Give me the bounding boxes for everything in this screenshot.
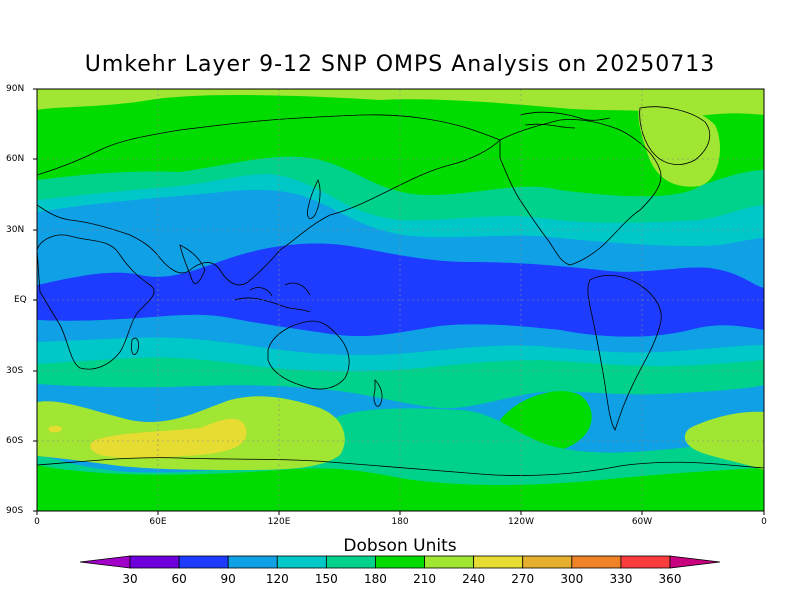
north-america-coast — [499, 119, 662, 266]
map-title: Umkehr Layer 9-12 SNP OMPS Analysis on 2… — [84, 52, 716, 77]
lat-label-90s: 90S — [6, 506, 24, 516]
colorbar-arrow-low — [79, 555, 131, 569]
australia-coast — [267, 320, 350, 390]
lon-label-0-west: 0 — [34, 517, 40, 527]
colorbar-tick-label: 240 — [462, 572, 486, 586]
colorbar — [79, 555, 721, 569]
band-equator-90 — [37, 243, 764, 337]
band-south-240-spot — [48, 425, 62, 433]
colorbar-swatch — [375, 555, 425, 569]
colorbar-swatch — [522, 555, 573, 569]
colorbar-tick-label: 150 — [314, 572, 338, 586]
madagascar-coast — [131, 337, 139, 355]
antarctica-coast — [37, 457, 764, 476]
tick-marks — [33, 88, 765, 515]
lat-label-60s: 60S — [6, 436, 24, 446]
lon-label-120w: 120W — [507, 517, 535, 527]
colorbar-tick-label: 90 — [220, 572, 236, 586]
colorbar-swatch — [620, 555, 671, 569]
colorbar-tick-label: 330 — [609, 572, 633, 586]
south-america-coast — [587, 275, 662, 431]
colorbar-swatch — [424, 555, 475, 569]
colorbar-swatch — [178, 555, 229, 569]
colorbar-swatch — [325, 555, 376, 569]
colorbar-tick-label: 120 — [265, 572, 289, 586]
eurasia-coast — [37, 114, 501, 286]
band-south-210-east — [684, 411, 764, 470]
newzealand-coast — [373, 379, 383, 407]
lat-label-eq: EQ — [14, 295, 27, 305]
colorbar-tick-label: 270 — [511, 572, 535, 586]
lat-label-30n: 30N — [6, 225, 25, 235]
coastlines — [37, 106, 764, 476]
lat-label-90n: 90N — [6, 84, 25, 94]
colorbar-title: Dobson Units — [343, 536, 457, 556]
lon-label-60e: 60E — [149, 517, 167, 527]
colorbar-swatch — [571, 555, 622, 569]
colorbar-swatch — [276, 555, 327, 569]
band-south-240 — [90, 418, 247, 459]
band-north-polar — [37, 89, 764, 116]
arctic-islands-coast — [519, 111, 611, 129]
colorbar-tick-label: 180 — [364, 572, 387, 586]
band-south-180 — [37, 357, 764, 409]
japan-coast — [307, 179, 321, 219]
colorbar-swatch — [473, 555, 524, 569]
band-south-120 — [37, 314, 764, 355]
lon-label-0-east: 0 — [761, 517, 767, 527]
africa-coast — [37, 234, 155, 370]
indonesia-coast — [234, 282, 311, 313]
ozone-field — [37, 89, 764, 511]
gridlines — [37, 89, 764, 511]
lon-label-120e: 120E — [267, 517, 291, 527]
colorbar-tick-label: 30 — [122, 572, 138, 586]
lat-label-30s: 30S — [6, 366, 24, 376]
india-coast — [179, 244, 206, 284]
colorbar-swatch — [227, 555, 278, 569]
colorbar-tick-label: 300 — [560, 572, 584, 586]
colorbar-tick-label: 210 — [413, 572, 436, 586]
band-south-150 — [37, 337, 764, 372]
colorbar-tick-label: 360 — [658, 572, 682, 586]
lat-label-60n: 60N — [6, 154, 25, 164]
colorbar-arrow-high — [669, 555, 721, 569]
lon-label-180: 180 — [391, 517, 409, 527]
colorbar-swatch — [129, 555, 180, 569]
colorbar-tick-label: 60 — [171, 572, 187, 586]
band-south-green-lower — [37, 465, 764, 511]
greenland-coast — [639, 106, 711, 165]
lon-label-60w: 60W — [631, 517, 653, 527]
